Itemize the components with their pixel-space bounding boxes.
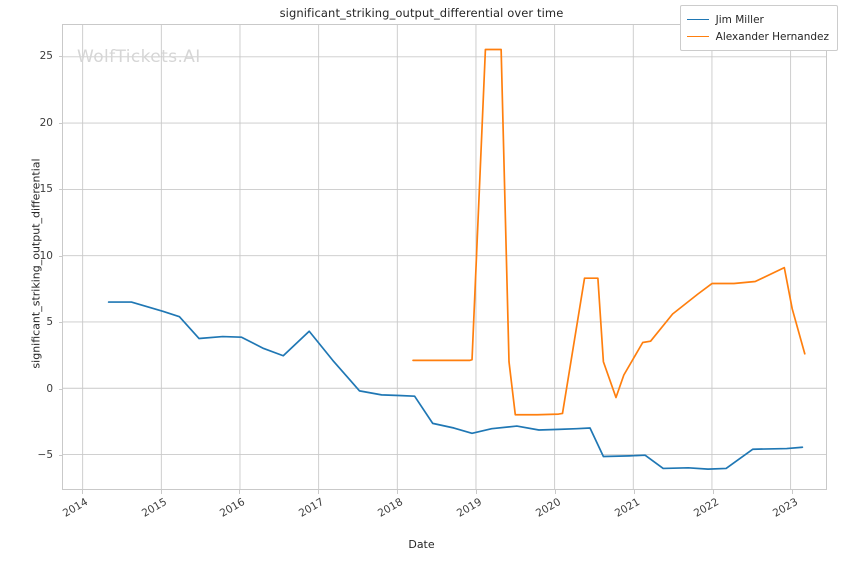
- x-axis-label: Date: [408, 538, 435, 551]
- watermark-layer: WolfTickets.AI: [63, 25, 826, 489]
- legend-label: Jim Miller: [715, 13, 764, 26]
- chart-legend: Jim Miller Alexander Hernandez: [679, 5, 838, 51]
- y-tick-label: 5: [46, 316, 53, 329]
- y-tick-label: 15: [39, 183, 53, 196]
- x-tick-label: 2019: [454, 496, 485, 520]
- y-tick-label: 25: [39, 49, 53, 62]
- watermark-text: WolfTickets.AI: [77, 47, 201, 67]
- y-tick-label: 0: [46, 382, 53, 395]
- x-tick-label: 2023: [770, 496, 800, 520]
- x-tick-label: 2021: [612, 496, 642, 520]
- y-tick-label: 10: [39, 249, 53, 262]
- plot-area: WolfTickets.AI: [62, 24, 827, 490]
- x-tick-label: 2017: [297, 496, 327, 520]
- x-tick-label: 2020: [533, 496, 563, 520]
- x-tick-label: 2014: [60, 496, 90, 520]
- legend-label: Alexander Hernandez: [715, 30, 829, 43]
- series-line-2: [412, 48, 806, 416]
- x-tick-label: 2018: [376, 496, 406, 520]
- x-tick-label: 2022: [691, 496, 721, 520]
- legend-item[interactable]: Jim Miller: [686, 11, 829, 28]
- series-line-1: [107, 301, 804, 470]
- y-tick-label: −5: [37, 449, 53, 462]
- chart-title: significant_striking_output_differential…: [279, 6, 564, 20]
- y-tick-label: 20: [39, 116, 53, 129]
- x-tick-label: 2016: [218, 496, 248, 520]
- legend-color-swatch: [686, 36, 709, 37]
- data-series-lines: [107, 48, 806, 470]
- legend-item[interactable]: Alexander Hernandez: [686, 28, 829, 45]
- legend-color-swatch: [686, 19, 709, 20]
- x-tick-label: 2015: [139, 496, 169, 520]
